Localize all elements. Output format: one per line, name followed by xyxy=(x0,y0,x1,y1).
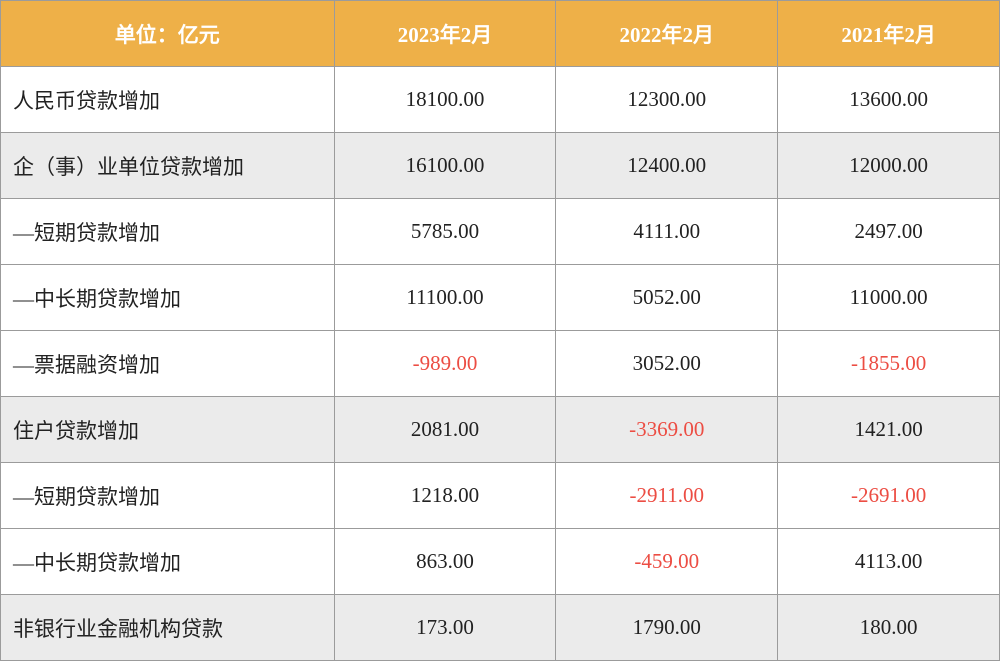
table-row: 企（事）业单位贷款增加16100.0012400.0012000.00 xyxy=(1,133,1000,199)
cell-value: 4113.00 xyxy=(778,529,1000,595)
table-header-row: 单位：亿元 2023年2月 2022年2月 2021年2月 xyxy=(1,1,1000,67)
row-label: —中长期贷款增加 xyxy=(1,265,335,331)
cell-value: 180.00 xyxy=(778,595,1000,661)
table-row: 非银行业金融机构贷款173.001790.00180.00 xyxy=(1,595,1000,661)
cell-value: 2081.00 xyxy=(334,397,556,463)
cell-value: 4111.00 xyxy=(556,199,778,265)
cell-value: 16100.00 xyxy=(334,133,556,199)
table-container: C 财联社 单位：亿元 2023年2月 2022年2月 2021年2月 人民币贷… xyxy=(0,0,1000,661)
col-header-2023: 2023年2月 xyxy=(334,1,556,67)
table-row: 人民币贷款增加18100.0012300.0013600.00 xyxy=(1,67,1000,133)
col-header-2022: 2022年2月 xyxy=(556,1,778,67)
table-row: —中长期贷款增加11100.005052.0011000.00 xyxy=(1,265,1000,331)
row-label: 非银行业金融机构贷款 xyxy=(1,595,335,661)
col-header-2021: 2021年2月 xyxy=(778,1,1000,67)
cell-value: 3052.00 xyxy=(556,331,778,397)
cell-value: 12400.00 xyxy=(556,133,778,199)
table-row: 住户贷款增加2081.00-3369.001421.00 xyxy=(1,397,1000,463)
row-label: 人民币贷款增加 xyxy=(1,67,335,133)
cell-value: -3369.00 xyxy=(556,397,778,463)
table-body: 人民币贷款增加18100.0012300.0013600.00企（事）业单位贷款… xyxy=(1,67,1000,661)
table-row: —中长期贷款增加863.00-459.004113.00 xyxy=(1,529,1000,595)
row-label: —中长期贷款增加 xyxy=(1,529,335,595)
row-label: —短期贷款增加 xyxy=(1,199,335,265)
row-label: 住户贷款增加 xyxy=(1,397,335,463)
cell-value: -989.00 xyxy=(334,331,556,397)
cell-value: 1218.00 xyxy=(334,463,556,529)
cell-value: -2691.00 xyxy=(778,463,1000,529)
cell-value: 11000.00 xyxy=(778,265,1000,331)
cell-value: 2497.00 xyxy=(778,199,1000,265)
cell-value: 11100.00 xyxy=(334,265,556,331)
cell-value: 12000.00 xyxy=(778,133,1000,199)
cell-value: 18100.00 xyxy=(334,67,556,133)
row-label: —短期贷款增加 xyxy=(1,463,335,529)
cell-value: 863.00 xyxy=(334,529,556,595)
cell-value: 5785.00 xyxy=(334,199,556,265)
cell-value: 1790.00 xyxy=(556,595,778,661)
row-label: —票据融资增加 xyxy=(1,331,335,397)
col-header-unit: 单位：亿元 xyxy=(1,1,335,67)
table-row: —短期贷款增加1218.00-2911.00-2691.00 xyxy=(1,463,1000,529)
cell-value: 1421.00 xyxy=(778,397,1000,463)
cell-value: 12300.00 xyxy=(556,67,778,133)
table-row: —票据融资增加-989.003052.00-1855.00 xyxy=(1,331,1000,397)
cell-value: -2911.00 xyxy=(556,463,778,529)
loan-table: 单位：亿元 2023年2月 2022年2月 2021年2月 人民币贷款增加181… xyxy=(0,0,1000,661)
cell-value: -459.00 xyxy=(556,529,778,595)
row-label: 企（事）业单位贷款增加 xyxy=(1,133,335,199)
cell-value: -1855.00 xyxy=(778,331,1000,397)
cell-value: 173.00 xyxy=(334,595,556,661)
cell-value: 5052.00 xyxy=(556,265,778,331)
cell-value: 13600.00 xyxy=(778,67,1000,133)
table-row: —短期贷款增加5785.004111.002497.00 xyxy=(1,199,1000,265)
